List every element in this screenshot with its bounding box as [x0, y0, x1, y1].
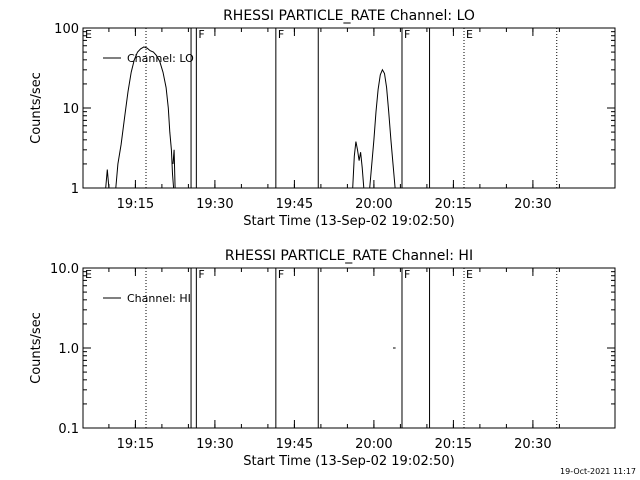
- corner-event-label: E: [85, 28, 92, 41]
- data-line: [352, 141, 365, 189]
- x-tick-label: 19:15: [117, 437, 154, 452]
- data-line: [105, 169, 110, 189]
- x-tick-label: 20:30: [514, 437, 551, 452]
- y-tick-label: 1: [71, 182, 79, 197]
- data-line: [115, 46, 175, 189]
- x-tick-label: 20:15: [435, 437, 472, 452]
- x-tick-label: 19:45: [276, 197, 313, 212]
- y-axis-label: Counts/sec: [29, 72, 44, 144]
- y-tick-label: 0.1: [58, 422, 79, 437]
- x-tick-label: 20:00: [355, 437, 392, 452]
- corner-event-label: E: [85, 268, 92, 281]
- y-axis-label: Counts/sec: [29, 312, 44, 384]
- y-tick-label: 10.0: [50, 262, 79, 277]
- event-marker-label: F: [278, 28, 284, 41]
- footer-timestamp: 19-Oct-2021 11:17: [560, 467, 636, 476]
- event-marker-label: F: [404, 268, 410, 281]
- x-tick-label: 20:00: [355, 197, 392, 212]
- data-line: [369, 68, 396, 189]
- x-tick-label: 20:30: [514, 197, 551, 212]
- legend-label: Channel: HI: [127, 292, 191, 305]
- x-tick-label: 19:15: [117, 197, 154, 212]
- x-axis-label: Start Time (13-Sep-02 19:02:50): [243, 214, 454, 229]
- y-tick-label: 10: [62, 102, 79, 117]
- x-tick-label: 19:30: [196, 437, 233, 452]
- chart-title: RHESSI PARTICLE_RATE Channel: HI: [225, 248, 473, 264]
- y-tick-label: 100: [54, 22, 79, 37]
- event-marker-label: F: [198, 268, 204, 281]
- event-marker-label: F: [278, 268, 284, 281]
- y-tick-label: 1.0: [58, 342, 79, 357]
- legend-label: Channel: LO: [127, 52, 194, 65]
- event-marker-label: F: [198, 28, 204, 41]
- data-line: [172, 149, 176, 189]
- event-marker-label: E: [466, 28, 473, 41]
- chart-title: RHESSI PARTICLE_RATE Channel: LO: [223, 8, 475, 24]
- x-tick-label: 19:30: [196, 197, 233, 212]
- x-tick-label: 19:45: [276, 437, 313, 452]
- x-axis-label: Start Time (13-Sep-02 19:02:50): [243, 454, 454, 469]
- event-marker-label: F: [404, 28, 410, 41]
- x-tick-label: 20:15: [435, 197, 472, 212]
- event-marker-label: E: [466, 268, 473, 281]
